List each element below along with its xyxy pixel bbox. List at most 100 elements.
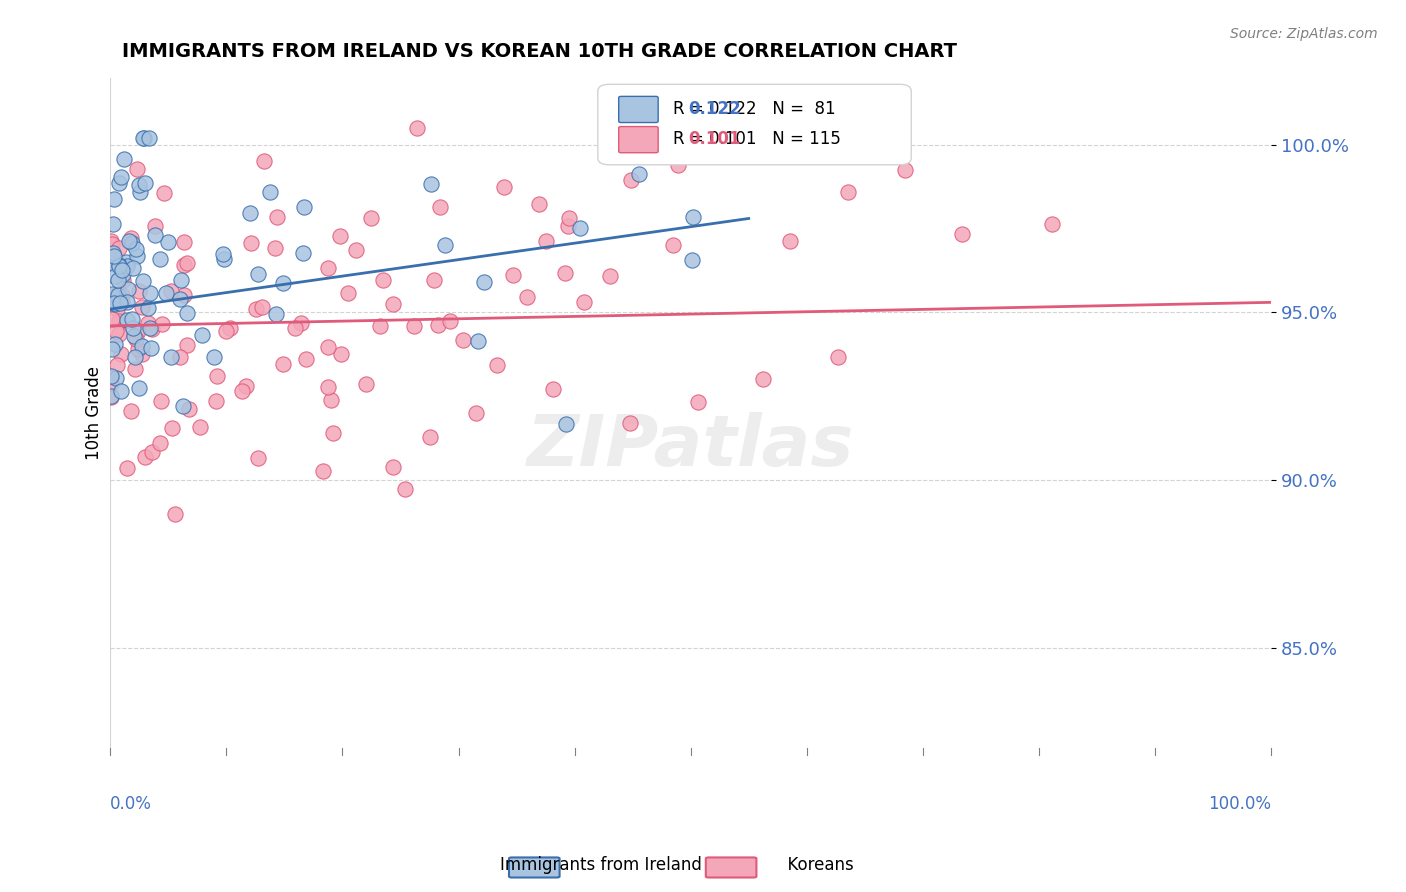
Koreans [110, 347, 132, 361]
Immigrants from Ireland [103, 297, 125, 311]
Koreans [136, 316, 159, 330]
Koreans [368, 318, 391, 333]
Immigrants from Ireland [141, 341, 163, 355]
Koreans [128, 284, 150, 298]
Immigrants from Ireland [138, 131, 160, 145]
Koreans [125, 332, 148, 346]
Immigrants from Ireland [292, 200, 315, 214]
Immigrants from Ireland [103, 296, 125, 310]
Koreans [105, 358, 128, 372]
Immigrants from Ireland [247, 267, 270, 281]
Immigrants from Ireland [139, 286, 162, 301]
Koreans [111, 295, 134, 310]
Koreans [290, 316, 312, 330]
Koreans [112, 273, 135, 287]
Immigrants from Ireland [136, 301, 159, 316]
Immigrants from Ireland [110, 384, 132, 398]
Immigrants from Ireland [104, 269, 127, 284]
Immigrants from Ireland [110, 296, 132, 310]
Koreans [534, 234, 557, 248]
Koreans [439, 314, 461, 328]
Immigrants from Ireland [682, 211, 704, 225]
Koreans [429, 200, 451, 214]
Immigrants from Ireland [155, 286, 177, 301]
Koreans [190, 420, 212, 434]
Koreans [402, 319, 425, 334]
Koreans [312, 464, 335, 478]
Koreans [141, 445, 163, 459]
Text: Koreans: Koreans [778, 856, 853, 874]
Koreans [159, 284, 181, 298]
Koreans [245, 302, 267, 317]
Immigrants from Ireland [467, 334, 489, 348]
Koreans [115, 460, 138, 475]
Text: ZIPatlas: ZIPatlas [527, 412, 855, 481]
FancyBboxPatch shape [619, 127, 658, 153]
Immigrants from Ireland [259, 186, 281, 200]
Koreans [134, 450, 156, 464]
Koreans [950, 227, 973, 241]
Koreans [486, 358, 509, 372]
Immigrants from Ireland [101, 286, 124, 301]
Immigrants from Ireland [627, 167, 650, 181]
Immigrants from Ireland [291, 245, 314, 260]
Koreans [451, 333, 474, 347]
Immigrants from Ireland [115, 255, 138, 269]
Immigrants from Ireland [124, 351, 146, 365]
Immigrants from Ireland [122, 329, 145, 343]
Immigrants from Ireland [434, 238, 457, 252]
Immigrants from Ireland [212, 252, 235, 267]
Text: Immigrants from Ireland: Immigrants from Ireland [479, 856, 702, 874]
Immigrants from Ireland [107, 258, 129, 272]
Koreans [344, 243, 367, 257]
Immigrants from Ireland [112, 268, 135, 282]
Immigrants from Ireland [131, 339, 153, 353]
Immigrants from Ireland [103, 249, 125, 263]
Immigrants from Ireland [568, 221, 591, 235]
Koreans [235, 379, 257, 393]
Koreans [127, 161, 149, 176]
Koreans [173, 235, 195, 249]
Koreans [143, 219, 166, 233]
FancyBboxPatch shape [509, 857, 560, 878]
Immigrants from Ireland [117, 282, 139, 296]
Koreans [149, 436, 172, 450]
Koreans [215, 324, 238, 338]
Immigrants from Ireland [101, 217, 124, 231]
Koreans [619, 416, 641, 430]
Immigrants from Ireland [104, 336, 127, 351]
Text: 0.101: 0.101 [689, 130, 741, 148]
Immigrants from Ireland [108, 259, 131, 273]
Koreans [316, 340, 339, 354]
Immigrants from Ireland [145, 228, 167, 243]
Text: R = 0.101   N = 115: R = 0.101 N = 115 [673, 130, 841, 148]
Immigrants from Ireland [121, 321, 143, 335]
Koreans [426, 318, 449, 333]
Immigrants from Ireland [115, 312, 138, 326]
Koreans [557, 211, 579, 226]
Koreans [165, 507, 187, 521]
Koreans [894, 162, 917, 177]
Koreans [316, 260, 339, 275]
Immigrants from Ireland [472, 275, 495, 289]
Koreans [127, 325, 149, 339]
Immigrants from Ireland [172, 399, 194, 413]
Koreans [108, 314, 131, 328]
Immigrants from Ireland [107, 288, 129, 302]
Immigrants from Ireland [271, 276, 294, 290]
Koreans [599, 269, 621, 284]
Immigrants from Ireland [111, 263, 134, 277]
Immigrants from Ireland [554, 417, 576, 431]
Koreans [105, 324, 128, 338]
Immigrants from Ireland [132, 131, 155, 145]
Koreans [100, 390, 122, 404]
Koreans [141, 322, 163, 336]
Koreans [127, 343, 149, 357]
Koreans [107, 326, 129, 341]
Koreans [322, 426, 344, 441]
Koreans [419, 430, 441, 444]
FancyBboxPatch shape [706, 857, 756, 878]
Immigrants from Ireland [160, 350, 183, 364]
Immigrants from Ireland [239, 206, 262, 220]
Koreans [204, 393, 226, 408]
